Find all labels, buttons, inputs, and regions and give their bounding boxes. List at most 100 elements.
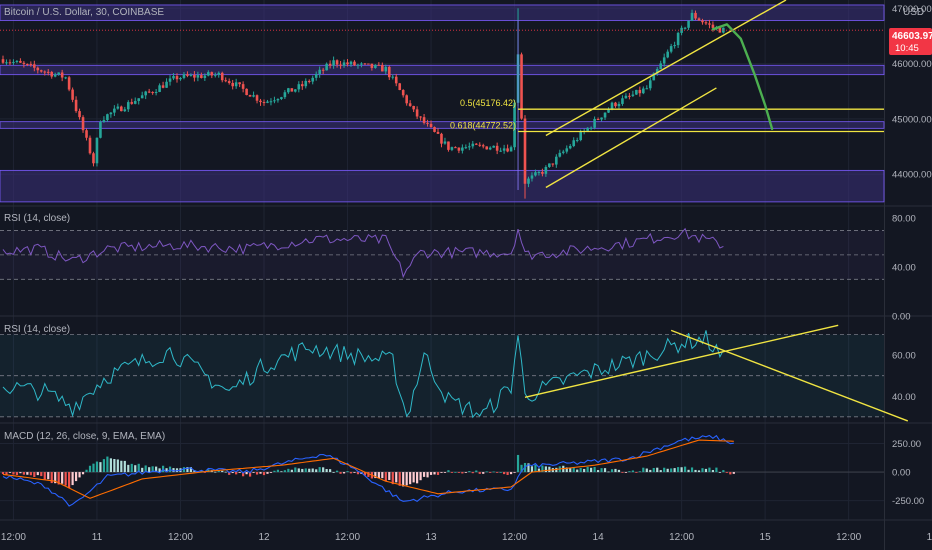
price-pane[interactable]: 0.5(45176.42) 0.618(44772.52) Bitcoin / U…	[0, 0, 885, 203]
candle-body	[447, 141, 450, 150]
macd-histogram-bar	[603, 468, 607, 473]
candle-up	[182, 72, 186, 80]
candle-down	[370, 63, 374, 71]
macd-histogram-bar	[221, 470, 224, 473]
candle-down	[412, 105, 415, 113]
rsi-pane-1[interactable]: RSI (14, close)	[0, 213, 884, 280]
rsi-pane-2[interactable]: RSI (14, close)	[0, 324, 909, 422]
macd-histogram-bar	[262, 472, 266, 476]
candle-body	[655, 69, 659, 74]
candle-up	[269, 98, 273, 106]
candle-up	[624, 93, 628, 99]
candle-body	[92, 153, 95, 164]
candle-down	[81, 115, 85, 133]
candle-down	[346, 59, 349, 67]
candle-body	[711, 24, 715, 28]
macd-histogram-bar	[617, 469, 621, 473]
macd-histogram-bar	[12, 472, 15, 475]
candle-body	[694, 12, 697, 19]
price-zone	[0, 121, 885, 129]
candle-up	[102, 116, 106, 123]
candle-body	[708, 23, 711, 25]
candle-down	[367, 63, 370, 65]
candle-up	[652, 72, 656, 81]
candle-down	[33, 60, 36, 72]
candle-body	[130, 102, 134, 104]
candle-up	[530, 172, 534, 182]
candle-body	[405, 95, 408, 104]
macd-histogram-bar	[433, 472, 436, 475]
candle-body	[196, 75, 200, 78]
candle-up	[468, 142, 471, 151]
candle-body	[370, 63, 374, 68]
trend-channel[interactable]	[545, 0, 787, 189]
candle-down	[210, 71, 214, 79]
candle-body	[384, 66, 388, 72]
time-axis-tick: 11	[92, 532, 103, 543]
candle-body	[273, 100, 276, 102]
candle-body	[57, 72, 60, 75]
macd-histogram-bar	[440, 472, 443, 473]
projection-path[interactable]	[711, 23, 774, 131]
macd-histogram-bar	[711, 470, 715, 473]
candle-body	[669, 46, 673, 52]
macd-histogram-bar	[342, 472, 346, 474]
candle-body	[210, 72, 214, 76]
candle-body	[579, 131, 582, 141]
macd-histogram-bar	[182, 467, 186, 473]
macd-histogram-bar	[544, 466, 547, 473]
candle-up	[537, 170, 541, 176]
macd-pane[interactable]: MACD (12, 26, close, 9, EMA, EMA)	[0, 431, 884, 507]
price-axis[interactable]: USD 47000.00 46000.00 45000.00 44000.00 466…	[889, 4, 932, 507]
candle-down	[398, 82, 402, 91]
candle-up	[203, 73, 207, 81]
candle-body	[485, 146, 489, 150]
candle-up	[234, 78, 238, 89]
macd-histogram-bar	[43, 472, 46, 480]
fib-levels[interactable]: 0.5(45176.42) 0.618(44772.52)	[450, 98, 884, 133]
macd-histogram-bar	[22, 472, 25, 475]
candle-body	[360, 63, 363, 65]
candle-body	[200, 75, 203, 78]
rsi-2-trendlines[interactable]	[524, 324, 909, 422]
candle-up	[471, 140, 475, 149]
candle-up	[443, 137, 447, 145]
candle-down	[36, 66, 40, 74]
candle-up	[113, 105, 116, 117]
macd-histogram-bar	[715, 467, 718, 473]
candle-body	[642, 88, 645, 94]
candle-body	[15, 60, 19, 62]
candle-body	[259, 100, 262, 103]
macd-histogram-bar	[621, 472, 624, 473]
candle-down	[387, 65, 391, 80]
rsi-1-levels	[0, 230, 884, 280]
candle-body	[701, 20, 704, 23]
candle-body	[300, 84, 304, 87]
macd-histogram-bar	[29, 472, 32, 476]
candle-down	[259, 98, 262, 106]
rsi-1-axis-tick: 80.00	[892, 214, 916, 225]
candle-up	[673, 41, 676, 49]
candle-down	[255, 94, 259, 104]
candle-up	[325, 62, 328, 71]
candle-body	[652, 73, 656, 81]
candle-up	[683, 26, 687, 30]
macd-histogram-bar	[478, 472, 481, 474]
time-axis[interactable]: 12:00 11 12:00 12 12:00 13 12:00 14 12:00 15 12:00…	[1, 532, 932, 543]
candle-body	[544, 166, 548, 174]
macd-histogram-bar	[694, 469, 697, 473]
candle-body	[26, 63, 29, 65]
macd-histogram-bar	[349, 472, 353, 474]
macd-histogram-bar	[329, 469, 332, 473]
macd-histogram-bar	[165, 468, 168, 473]
candle-up	[123, 106, 127, 113]
macd-histogram-bar	[245, 472, 248, 475]
candle-body	[175, 76, 179, 80]
candle-down	[422, 113, 426, 125]
macd-histogram-bar	[71, 472, 74, 486]
candle-body	[534, 172, 537, 176]
candle-body	[262, 102, 266, 104]
candle-body	[565, 148, 569, 152]
macd-axis-ticks: 250.00 0.00 -250.00	[892, 439, 924, 507]
